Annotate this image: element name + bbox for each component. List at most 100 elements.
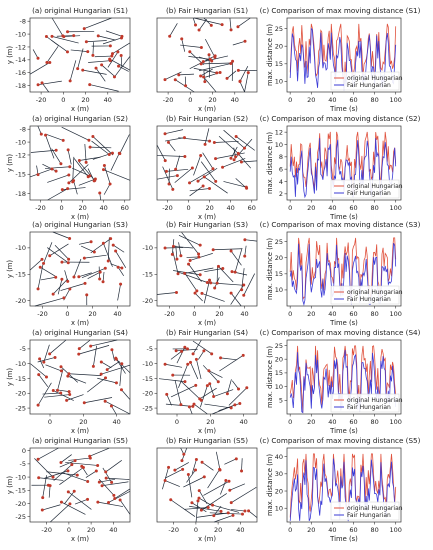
trajectory (189, 168, 214, 184)
agent-dot (96, 500, 100, 504)
agent-dot (199, 45, 203, 49)
trajectory (32, 49, 39, 59)
trajectory (57, 369, 64, 391)
trajectory (98, 35, 116, 41)
agent-dot (221, 165, 225, 169)
agent-dot (75, 473, 79, 477)
agent-dots (36, 27, 124, 87)
agent-dot (211, 503, 215, 507)
x-tick-label: 20 (81, 96, 89, 104)
plot-frame (156, 231, 258, 307)
y-tick-label: 10 (275, 505, 283, 513)
x-axis-label: x (m) (71, 535, 89, 543)
agent-dot (212, 141, 216, 145)
trajectory (202, 152, 214, 169)
plot-frame (286, 17, 402, 93)
trajectory (192, 339, 202, 355)
plot-frame (156, 447, 258, 523)
agent-dot (88, 456, 92, 460)
trajectory (156, 292, 177, 295)
trajectory (42, 163, 57, 172)
plot-frame (286, 231, 402, 307)
y-tick-label: 6 (279, 165, 283, 173)
agent-dot (68, 79, 72, 83)
agent-dot (97, 480, 101, 484)
y-tick-label: -15 (142, 375, 153, 383)
agent-dot (51, 389, 55, 393)
trajectory (61, 501, 86, 515)
trajectory (44, 470, 69, 479)
agent-dot (50, 167, 54, 171)
trajectory (30, 363, 47, 378)
agent-dot (202, 75, 206, 79)
agent-dot (202, 475, 206, 479)
trajectory (201, 493, 227, 511)
agent-dot (201, 60, 205, 64)
trajectory (193, 403, 208, 415)
x-tick-label: 80 (370, 204, 378, 212)
x-tick-label: 20 (215, 310, 223, 318)
agent-dot (107, 152, 111, 156)
trajectory (193, 155, 201, 176)
trajectory (213, 248, 242, 251)
series-line-original (289, 131, 397, 196)
x-tick-label: 100 (390, 418, 402, 426)
agent-dot (173, 78, 177, 82)
agent-dot (83, 281, 87, 285)
trajectory (51, 148, 62, 164)
agent-dot (199, 154, 203, 158)
agent-dot (91, 364, 95, 368)
trajectory (61, 126, 90, 141)
x-axis-label: Time (s) (329, 427, 358, 435)
agent-dot (211, 248, 215, 252)
agent-dot (82, 27, 86, 31)
trajectory (244, 72, 249, 93)
agent-dot (92, 250, 96, 254)
agent-dots (163, 132, 249, 191)
trajectory (47, 174, 69, 183)
trajectory (170, 499, 196, 517)
trajectory (97, 377, 117, 384)
agent-dot (212, 514, 216, 518)
agent-dots (163, 23, 250, 88)
trajectory (230, 250, 242, 266)
agent-dot (229, 501, 233, 505)
y-tick-label: -8 (20, 18, 26, 26)
agent-dot (244, 185, 248, 189)
agent-dot (96, 463, 100, 467)
agent-dot (59, 365, 63, 369)
x-tick-label: 80 (370, 310, 378, 318)
agent-dot (61, 34, 65, 38)
agent-dot (44, 375, 48, 379)
trajectory (95, 67, 106, 82)
trajectory (115, 357, 126, 374)
agent-dot (205, 280, 209, 284)
trajectory (52, 231, 70, 239)
trajectory (189, 188, 210, 192)
agent-dot (225, 392, 229, 396)
y-tick-label: -20 (15, 297, 26, 305)
trajectory (36, 165, 39, 175)
agent-dots (36, 454, 122, 512)
agent-dot (81, 68, 85, 72)
agent-dot (72, 179, 76, 183)
trajectory (191, 459, 197, 474)
trajectory (222, 158, 246, 168)
agent-dot (98, 277, 102, 281)
trajectory (164, 469, 183, 479)
agent-dot (194, 458, 198, 462)
agent-dot (198, 397, 202, 401)
y-tick-label: -18 (15, 82, 26, 90)
x-tick-label: 0 (188, 96, 192, 104)
agent-dot (212, 395, 216, 399)
agent-dot (231, 59, 235, 63)
x-tick-label: 100 (390, 526, 402, 534)
agent-dot (91, 134, 95, 138)
trajectory (78, 345, 110, 355)
trajectory (29, 259, 43, 271)
trajectory (200, 68, 213, 77)
agent-dot (211, 167, 215, 171)
agent-dot (238, 401, 242, 405)
agent-dot (112, 493, 116, 497)
x-tick-label: 0 (288, 310, 292, 318)
